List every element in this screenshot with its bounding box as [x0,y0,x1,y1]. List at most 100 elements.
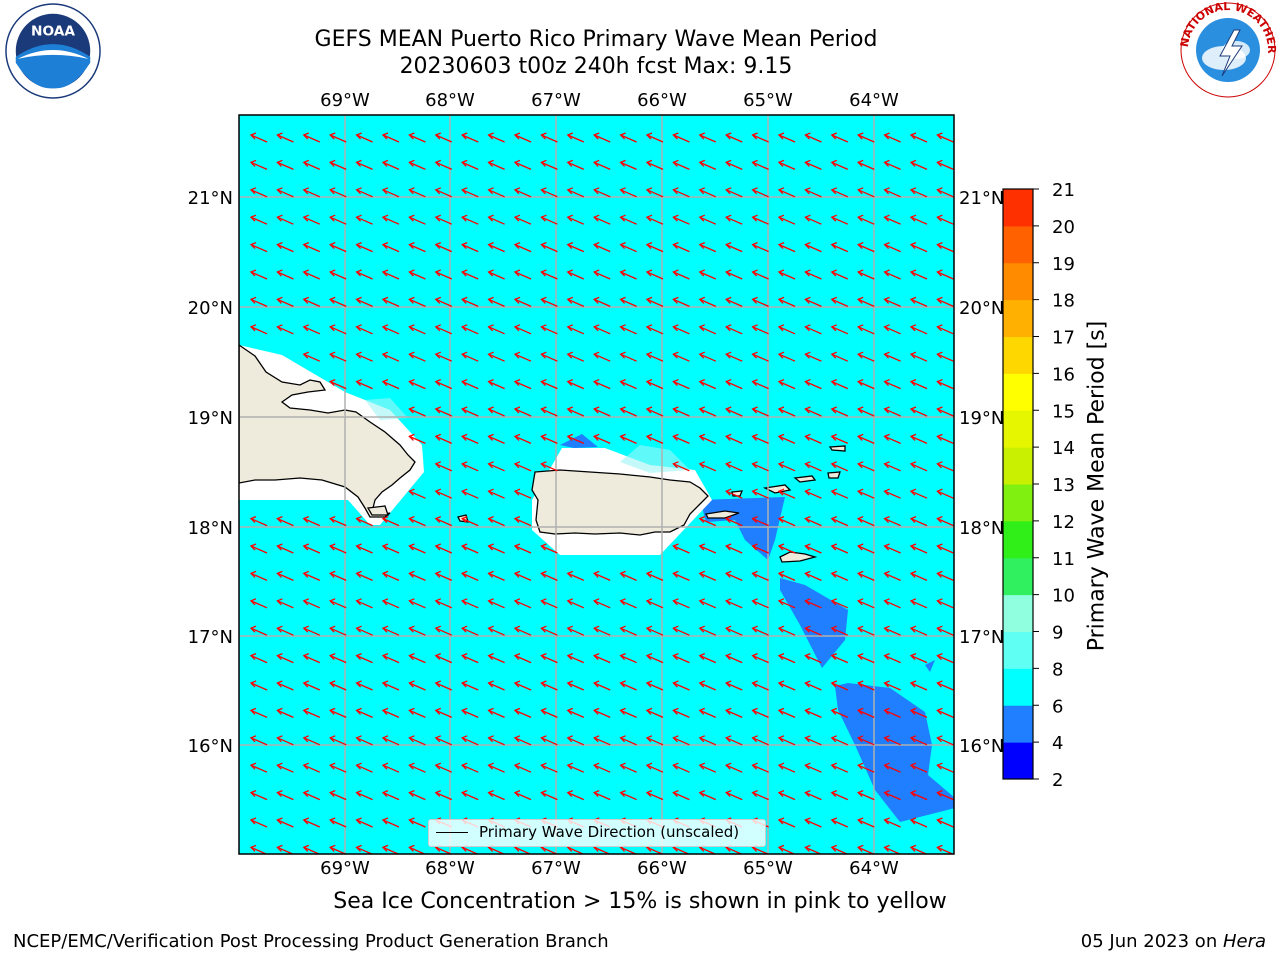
wave-arrow [593,762,611,773]
wave-arrow [302,680,321,691]
wave-arrow [857,680,875,691]
wave-arrow [434,159,453,170]
wave-arrow [698,406,717,417]
wave-arrow [593,598,611,609]
wave-arrow [857,488,875,499]
wave-arrow [619,241,637,253]
wave-arrow [487,324,505,335]
wave-arrow [540,570,558,581]
wave-arrow [487,406,505,417]
wave-arrow [804,844,822,854]
wave-arrow [302,625,321,636]
wave-arrow [857,762,875,773]
wave-arrow [434,241,453,253]
colorbar-segment [1003,447,1033,485]
wave-arrow [883,406,901,417]
wave-arrow [566,214,585,225]
wave-arrow [672,324,690,335]
wave-arrow [883,515,901,527]
wave-arrow [355,351,373,362]
wave-arrow [645,269,664,280]
wave-arrow [936,515,954,527]
wave-arrow [434,296,453,307]
lon-label-bottom: 64°W [849,858,899,879]
wave-arrow [777,269,796,280]
wave-arrow [804,461,822,472]
wave-arrow [830,214,849,225]
wave-arrow [513,652,532,664]
wave-arrow [249,515,268,527]
wave-arrow [883,241,901,253]
island-land [366,505,389,516]
wave-arrow [857,652,875,664]
wave-arrow [355,707,373,718]
wave-arrow [857,817,875,828]
wave-arrow [619,406,637,417]
wave-arrow [487,214,505,225]
wave-arrow [909,132,928,143]
wave-arrow [777,652,796,664]
wave-arrow [777,735,796,746]
wave-arrow [830,241,849,253]
wave-arrow [355,625,373,636]
lat-label-left: 16°N [188,736,233,757]
wave-arrow [883,680,901,691]
wave-arrow [672,351,690,362]
wave-arrow [276,241,294,253]
wave-arrow [461,378,479,390]
wave-arrow [540,433,558,444]
wave-arrow [751,269,769,280]
wave-arrow [513,488,532,499]
wave-arrow [276,625,294,636]
wave-arrow [329,269,347,280]
wave-arrow [936,625,954,636]
wave-arrow [249,570,268,581]
colorbar-segment [1003,631,1033,669]
map-legend: Primary Wave Direction (unscaled) [428,819,766,847]
wave-arrow [936,570,954,581]
colorbar-segment [1003,262,1033,301]
wave-arrow [355,132,373,143]
wave-arrow [593,214,611,225]
wave-arrow [276,296,294,307]
wave-arrow [540,789,558,801]
lon-label-bottom: 69°W [320,858,370,879]
wave-arrow [777,625,796,636]
wave-arrow [725,214,743,225]
wave-arrow [434,187,453,198]
wave-arrow [434,598,453,609]
wave-arrow [619,132,637,143]
wave-arrow [461,159,479,170]
wave-arrow [487,296,505,307]
wave-arrow [540,132,558,143]
wave-arrow [461,598,479,609]
colorbar-tick-label: 2 [1052,770,1063,791]
wave-arrow [513,378,532,390]
wave-arrow [619,159,637,170]
wave-arrow [883,625,901,636]
wave-arrow [830,652,849,664]
lat-label-left: 19°N [188,408,233,429]
wave-arrow [672,241,690,253]
wave-arrow [408,324,426,335]
wave-arrow [804,515,822,527]
wave-arrow [909,844,928,854]
wave-arrow [513,132,532,143]
wave-arrow [830,296,849,307]
wave-arrow [672,680,690,691]
wave-arrow [408,214,426,225]
wave-arrow [566,598,585,609]
wave-arrow [408,735,426,746]
wave-arrow [408,844,426,854]
wave-arrow [302,735,321,746]
wave-arrow [804,296,822,307]
wave-arrow [249,598,268,609]
wave-arrow [672,570,690,581]
wave-arrow [804,625,822,636]
wave-arrow [672,543,690,554]
wave-arrow [276,598,294,609]
wave-arrow [883,378,901,390]
wave-arrow [751,406,769,417]
wave-arrow [302,515,321,527]
wave-arrow [936,817,954,828]
